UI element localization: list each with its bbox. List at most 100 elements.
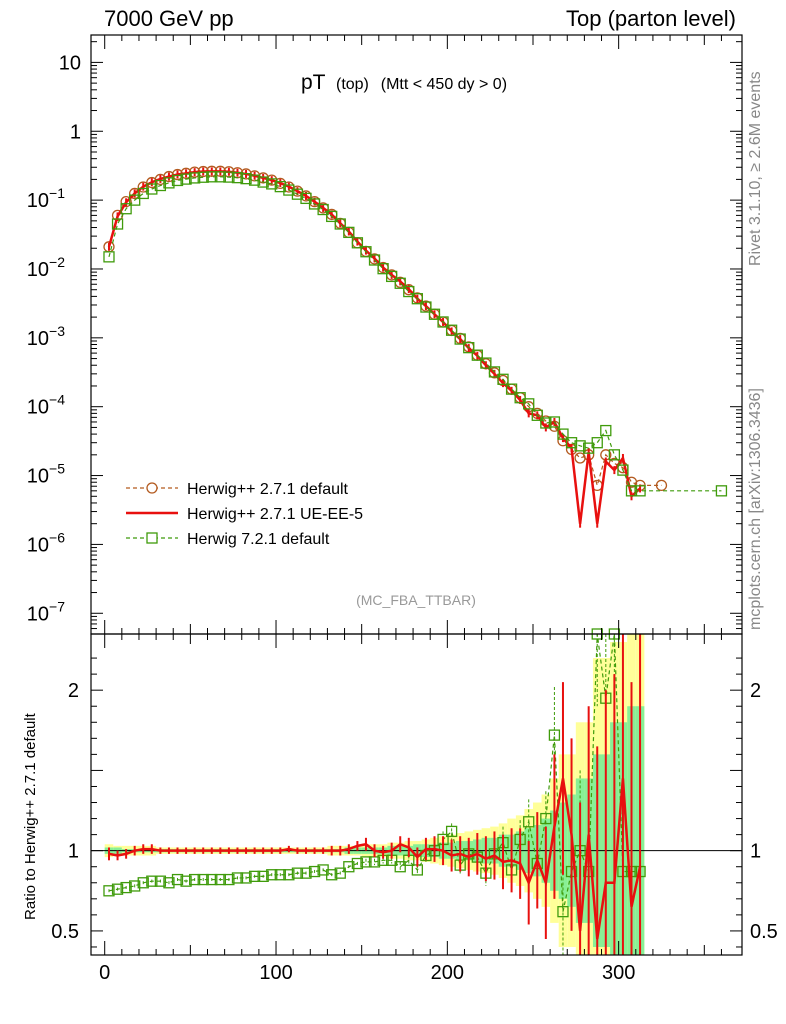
ratio-point-2	[171, 873, 184, 886]
ratio-point-2	[326, 869, 338, 881]
ratio-point-2	[274, 869, 286, 881]
ratio-point-2	[360, 856, 372, 868]
ratio-point-2	[343, 861, 355, 873]
series-point-2	[163, 177, 175, 189]
series-line-2	[108, 176, 722, 492]
series-point-2	[617, 464, 629, 476]
series-point-0	[137, 181, 149, 193]
series-point-2	[291, 188, 304, 200]
series-point-2	[188, 172, 201, 184]
series-point-2	[480, 357, 492, 369]
header-left: 7000 GeV pp	[104, 6, 234, 31]
series-point-2	[540, 417, 552, 429]
series-point-2	[223, 171, 235, 183]
y-tick-label: 10−4	[27, 392, 65, 419]
ratio-point-2	[163, 877, 175, 889]
series-point-2	[715, 485, 728, 497]
y-tick-label: 10−3	[27, 323, 65, 350]
series-point-2	[111, 218, 124, 230]
x-tick-label: 300	[602, 962, 635, 984]
series-point-2	[386, 270, 398, 283]
chart-title-sub1: (top)	[336, 76, 369, 93]
series-line-1	[107, 170, 641, 524]
ratio-y-tick-label-right: 1	[750, 841, 761, 863]
ratio-line-1	[108, 778, 642, 940]
ratio-frame	[90, 633, 743, 956]
series-line-0	[108, 170, 662, 488]
ratio-point-2	[257, 870, 269, 883]
ratio-y-tick-label: 1	[68, 841, 79, 863]
chart-title-sub2: (Mtt < 450 dy > 0)	[381, 76, 507, 93]
ratio-point-2	[154, 875, 167, 887]
series-point-2	[326, 210, 338, 223]
series-point-2	[283, 184, 295, 196]
series-point-2	[317, 203, 329, 216]
ratio-point-2	[334, 867, 346, 879]
series-point-2	[197, 171, 209, 183]
series-point-2	[557, 428, 569, 440]
series-point-0	[120, 196, 132, 208]
header-right: Top (parton level)	[566, 6, 736, 31]
ratio-point-2	[188, 873, 201, 886]
series-point-0	[655, 479, 668, 492]
series-point-2	[377, 263, 389, 275]
y-tick-label: 10−2	[27, 254, 65, 281]
ratio-point-2	[137, 877, 149, 889]
series-point-2	[565, 437, 578, 449]
ratio-point-2	[283, 869, 295, 881]
series-point-2	[591, 437, 603, 449]
series-point-2	[368, 254, 381, 266]
x-tick-label: 100	[259, 962, 292, 984]
ratio-point-2	[146, 875, 158, 887]
y-tick-label: 10−1	[27, 185, 65, 212]
legend-label-1: Herwig++ 2.7.1 UE-EE-5	[187, 506, 363, 523]
legend-marker-0	[146, 482, 158, 494]
series-point-2	[257, 176, 269, 188]
series-point-2	[231, 171, 244, 184]
series-point-0	[129, 187, 141, 200]
ratio-point-2	[206, 873, 218, 886]
series-point-2	[129, 194, 141, 206]
series-point-2	[625, 485, 638, 497]
series-point-2	[437, 316, 449, 328]
series-point-2	[180, 173, 192, 185]
series-point-2	[403, 285, 415, 298]
series-point-2	[574, 440, 586, 452]
ratio-point-2	[540, 812, 552, 825]
series-point-2	[214, 171, 226, 183]
series-point-2	[154, 179, 167, 192]
series-point-2	[360, 246, 372, 258]
ratio-point-2	[248, 870, 261, 883]
series-point-2	[514, 392, 526, 404]
chart-title: pT (top) (Mtt < 450 dy > 0)	[301, 71, 507, 94]
y-tick-label: 10−7	[27, 598, 65, 625]
series-point-2	[120, 203, 132, 215]
series-point-2	[394, 277, 406, 289]
y-tick-label: 10	[59, 52, 81, 74]
series-point-2	[488, 366, 501, 378]
series-point-2	[411, 293, 424, 305]
series-point-2	[266, 178, 278, 190]
legend-label-0: Herwig++ 2.7.1 default	[187, 481, 349, 498]
series-point-2	[206, 171, 218, 183]
x-tick-label: 0	[99, 962, 110, 984]
ratio-point-2	[351, 857, 364, 870]
series-point-2	[531, 409, 543, 421]
series-point-2	[334, 218, 346, 230]
series-point-2	[454, 333, 466, 345]
ratio-point-2	[445, 825, 458, 838]
series-point-2	[445, 324, 458, 336]
ratio-point-2	[223, 873, 235, 886]
series-point-2	[248, 174, 261, 186]
series-point-2	[171, 174, 184, 187]
ratio-point-2	[129, 880, 141, 892]
ratio-point-2	[394, 861, 406, 873]
series-point-2	[240, 173, 252, 185]
series-point-2	[420, 301, 432, 313]
series-point-2	[600, 424, 612, 437]
series-point-2	[103, 251, 115, 263]
ratio-point-2	[197, 873, 209, 886]
ratio-point-2	[291, 867, 304, 879]
y-tick-label: 10−6	[27, 529, 65, 556]
